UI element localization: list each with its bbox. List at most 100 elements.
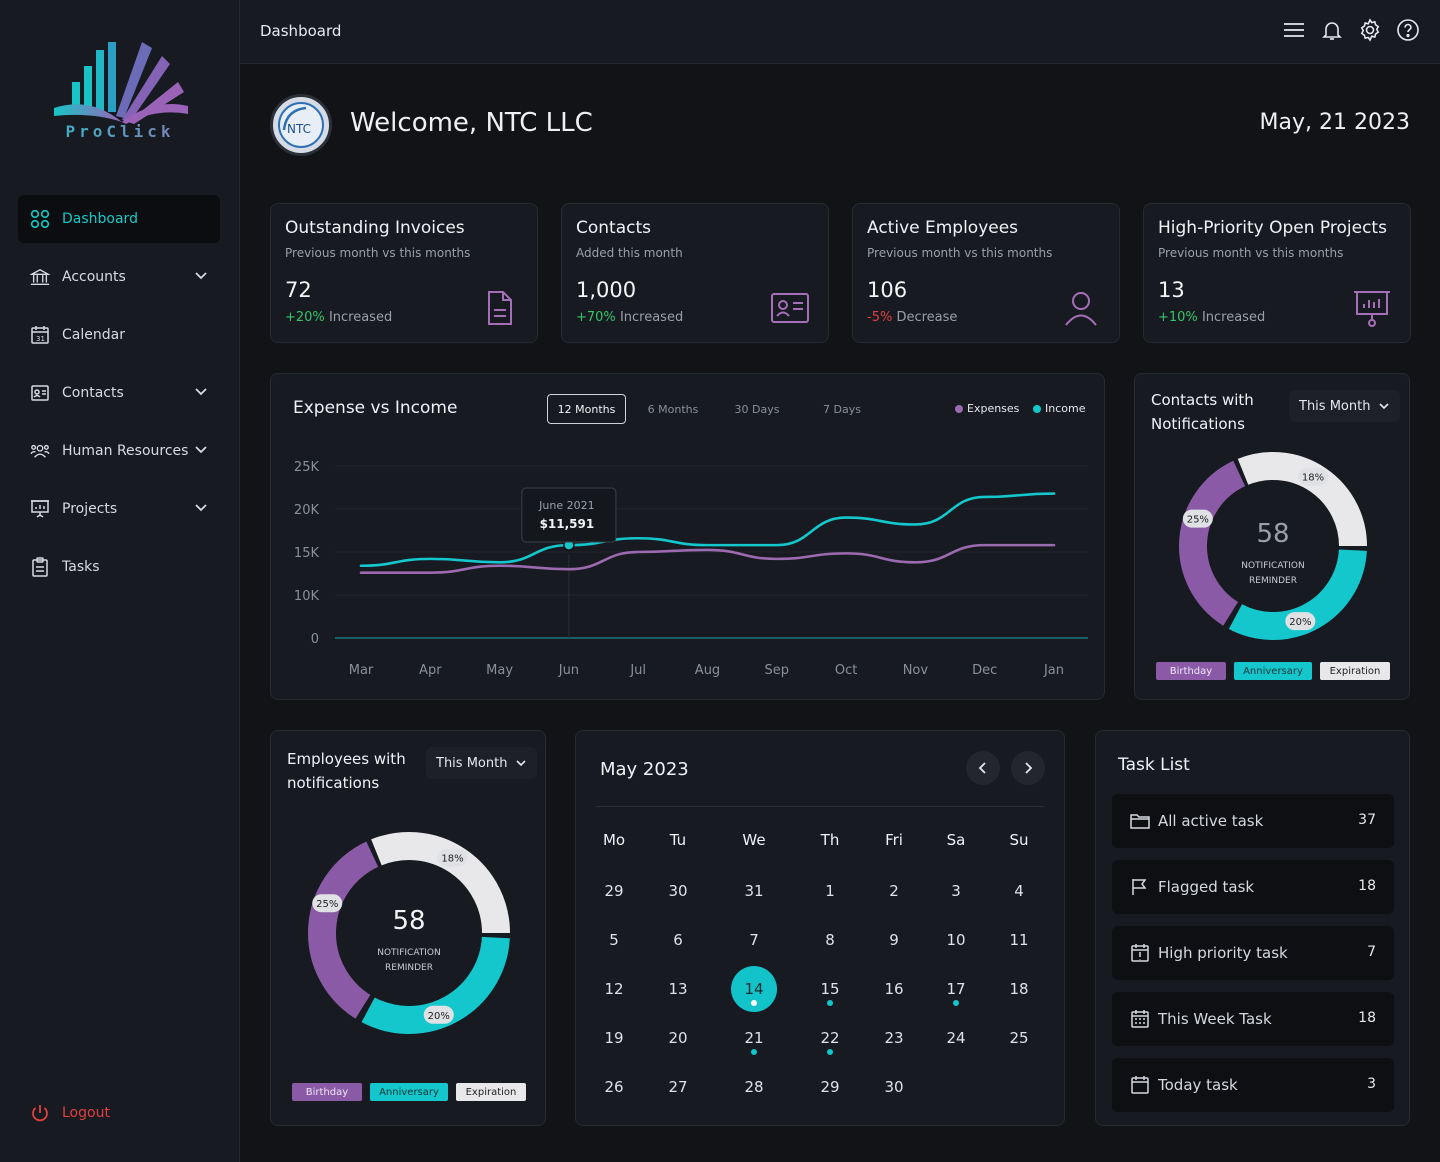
stat-card-high-priority-projects[interactable]: High-Priority Open Projects Previous mon… xyxy=(1143,203,1411,343)
proclick-logo-icon[interactable] xyxy=(50,26,190,146)
calendar-day[interactable]: 29 xyxy=(807,1064,853,1110)
calendar-day[interactable]: 31 xyxy=(731,868,777,914)
logout-button[interactable]: Logout xyxy=(30,1103,110,1123)
task-item-today[interactable]: Today task 3 xyxy=(1112,1058,1394,1112)
weekday-label: We xyxy=(742,831,766,849)
range-12-months[interactable]: 12 Months xyxy=(547,394,626,424)
bell-icon[interactable] xyxy=(1320,18,1344,42)
income-point[interactable] xyxy=(775,543,779,547)
stat-change-pct: -5% xyxy=(867,310,893,325)
calendar-day[interactable]: 23 xyxy=(871,1015,917,1061)
calendar-day[interactable]: 21 xyxy=(731,1015,777,1061)
task-count: 7 xyxy=(1367,944,1376,960)
range-6-months[interactable]: 6 Months xyxy=(647,402,699,416)
calendar-day[interactable]: 25 xyxy=(996,1015,1042,1061)
sidebar-item-accounts[interactable]: Accounts xyxy=(18,253,220,301)
stat-card-active-employees[interactable]: Active Employees Previous month vs this … xyxy=(852,203,1120,343)
calendar-prev-button[interactable] xyxy=(966,751,1000,785)
expense-income-card: Expense vs Income 12 Months 6 Months 30 … xyxy=(270,373,1105,700)
anniversary-segment[interactable] xyxy=(361,936,510,1034)
sidebar-item-tasks[interactable]: Tasks xyxy=(18,543,220,591)
calendar-day-number: 12 xyxy=(604,980,624,998)
calendar-day[interactable]: 7 xyxy=(731,917,777,963)
income-point[interactable] xyxy=(636,536,640,540)
calendar-day[interactable]: 5 xyxy=(591,917,637,963)
calendar-day[interactable]: 28 xyxy=(731,1064,777,1110)
sidebar-item-dashboard[interactable]: Dashboard xyxy=(18,195,220,243)
presentation-icon xyxy=(1354,291,1390,327)
income-point[interactable] xyxy=(844,516,848,520)
task-item-this-week[interactable]: This Week Task 18 xyxy=(1112,992,1394,1046)
gear-icon[interactable] xyxy=(1358,18,1382,42)
task-item-all-active[interactable]: All active task 37 xyxy=(1112,794,1394,848)
calendar-day-selected[interactable]: 14 xyxy=(731,966,777,1012)
weekday-label: Fri xyxy=(885,831,903,849)
calendar-day[interactable]: 4 xyxy=(996,868,1042,914)
calendar-day[interactable]: 24 xyxy=(933,1015,979,1061)
calendar-day[interactable]: 12 xyxy=(591,966,637,1012)
expenses-point[interactable] xyxy=(706,548,710,552)
calendar-day[interactable]: 27 xyxy=(655,1064,701,1110)
calendar-day[interactable]: 19 xyxy=(591,1015,637,1061)
calendar-day[interactable]: 6 xyxy=(655,917,701,963)
income-point[interactable] xyxy=(498,560,502,564)
range-7-days[interactable]: 7 Days xyxy=(823,402,861,416)
calendar-day[interactable]: 3 xyxy=(933,868,979,914)
expenses-point[interactable] xyxy=(913,560,917,564)
chevron-down-icon[interactable] xyxy=(194,385,208,399)
expenses-point[interactable] xyxy=(636,550,640,554)
calendar-day[interactable]: 22 xyxy=(807,1015,853,1061)
income-point[interactable] xyxy=(428,557,432,561)
expenses-point[interactable] xyxy=(983,543,987,547)
birthday-segment[interactable] xyxy=(1179,460,1246,626)
range-30-days[interactable]: 30 Days xyxy=(734,402,780,416)
income-point[interactable] xyxy=(1052,492,1056,496)
sidebar-item-calendar[interactable]: 31 Calendar xyxy=(18,311,220,359)
period-dropdown[interactable]: This Month xyxy=(1289,390,1401,422)
menu-icon[interactable] xyxy=(1282,18,1306,42)
stat-card-contacts[interactable]: Contacts Added this month 1,000 +70% Inc… xyxy=(561,203,829,343)
income-point[interactable] xyxy=(359,564,363,568)
expenses-point[interactable] xyxy=(1052,543,1056,547)
calendar-day[interactable]: 11 xyxy=(996,917,1042,963)
calendar-day[interactable]: 20 xyxy=(655,1015,701,1061)
calendar-day[interactable]: 16 xyxy=(871,966,917,1012)
income-point[interactable] xyxy=(983,495,987,499)
calendar-day[interactable]: 26 xyxy=(591,1064,637,1110)
calendar-day[interactable]: 2 xyxy=(871,868,917,914)
calendar-day[interactable]: 13 xyxy=(655,966,701,1012)
sidebar-item-human-resources[interactable]: Human Resources xyxy=(18,427,220,475)
sidebar-item-projects[interactable]: Projects xyxy=(18,485,220,533)
calendar-day[interactable]: 10 xyxy=(933,917,979,963)
chevron-down-icon[interactable] xyxy=(194,269,208,283)
calendar-day[interactable]: 29 xyxy=(591,868,637,914)
calendar-day[interactable]: 1 xyxy=(807,868,853,914)
income-point[interactable] xyxy=(706,543,710,547)
income-point[interactable] xyxy=(913,522,917,526)
sidebar-item-contacts[interactable]: Contacts xyxy=(18,369,220,417)
stat-card-outstanding-invoices[interactable]: Outstanding Invoices Previous month vs t… xyxy=(270,203,538,343)
expenses-point[interactable] xyxy=(428,571,432,575)
expenses-point[interactable] xyxy=(359,571,363,575)
expenses-point[interactable] xyxy=(567,567,571,571)
calendar-day[interactable]: 18 xyxy=(996,966,1042,1012)
birthday-segment[interactable] xyxy=(308,841,379,1019)
chevron-down-icon[interactable] xyxy=(194,443,208,457)
calendar-day[interactable]: 30 xyxy=(655,868,701,914)
expenses-point[interactable] xyxy=(498,564,502,568)
chevron-down-icon[interactable] xyxy=(194,501,208,515)
period-dropdown[interactable]: This Month xyxy=(426,747,538,779)
expenses-point[interactable] xyxy=(775,557,779,561)
calendar-day[interactable]: 30 xyxy=(871,1064,917,1110)
task-item-high-priority[interactable]: High priority task 7 xyxy=(1112,926,1394,980)
expenses-point[interactable] xyxy=(844,551,848,555)
calendar-next-button[interactable] xyxy=(1011,751,1045,785)
calendar-day[interactable]: 9 xyxy=(871,917,917,963)
calendar-day[interactable]: 17 xyxy=(933,966,979,1012)
help-icon[interactable] xyxy=(1396,18,1420,42)
avatar[interactable]: NTC xyxy=(270,94,332,156)
calendar-day[interactable]: 15 xyxy=(807,966,853,1012)
task-item-flagged[interactable]: Flagged task 18 xyxy=(1112,860,1394,914)
calendar-day[interactable]: 8 xyxy=(807,917,853,963)
pct-pill xyxy=(312,894,343,913)
